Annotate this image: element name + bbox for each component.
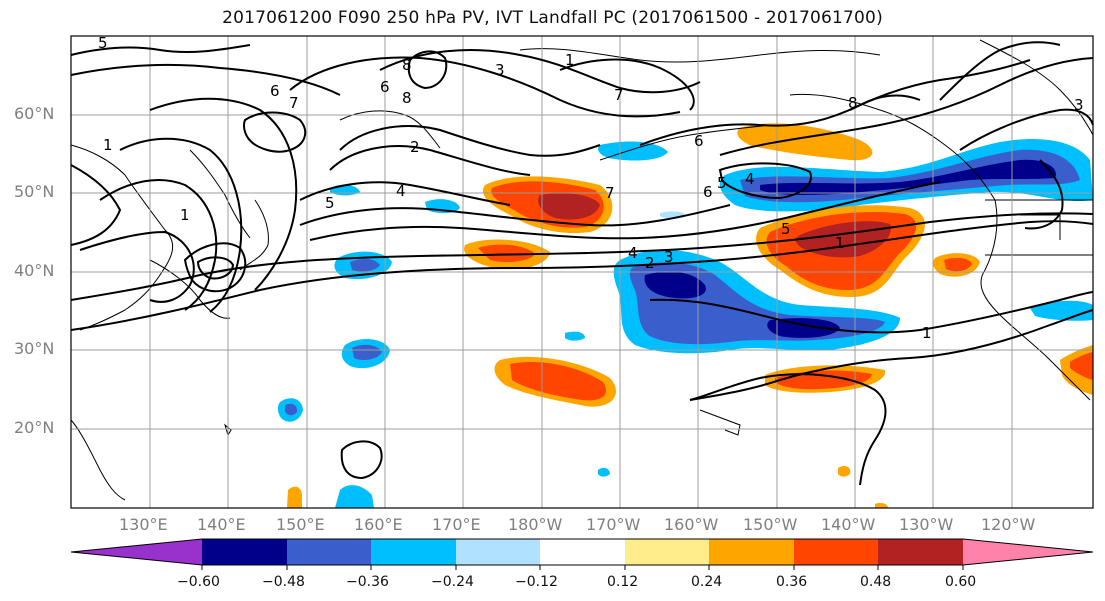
- contour-label: 4: [396, 182, 406, 200]
- contour-label: 3: [664, 248, 674, 266]
- contour-label: 5: [98, 34, 108, 52]
- colorbar-tick-label: 0.60: [945, 574, 977, 590]
- colorbar-tick-label: 0.24: [691, 574, 723, 590]
- colorbar-segment: [287, 539, 371, 565]
- colorbar-segment: [709, 539, 794, 565]
- colorbar-segment: [625, 539, 709, 565]
- lon-label: 130°E: [119, 515, 168, 534]
- contour-label: 5: [325, 194, 335, 212]
- lon-label: 140°W: [821, 515, 876, 534]
- contour-label: 1: [835, 234, 845, 252]
- colorbar-tick-label: 0.12: [607, 574, 639, 590]
- colorbar-extend-low: [71, 539, 202, 565]
- colorbar-tick-label: 0.48: [860, 574, 892, 590]
- lon-label: 150°E: [276, 515, 325, 534]
- lat-label-60n: 60°N: [14, 104, 55, 123]
- colorbar-segment: [540, 539, 625, 565]
- colorbar-tick-label: −0.48: [262, 574, 305, 590]
- colorbar-tick-label: −0.36: [346, 574, 389, 590]
- contour-label: 3: [1074, 96, 1084, 114]
- map-panel: 5 6 7 8 2 1 5 4 1 6 7 8 6 3 1 4 2 3 6 5 …: [70, 34, 1094, 509]
- contour-label: 6: [270, 82, 280, 100]
- lat-label-50n: 50°N: [14, 182, 55, 201]
- contour-label: 1: [103, 136, 113, 154]
- lon-label: 130°W: [899, 515, 954, 534]
- contour-label: 8: [402, 56, 412, 74]
- colorbar-segment: [456, 539, 540, 565]
- contour-labels: 5 6 7 8 2 1 5 4 1 6 7 8 6 3 1 4 2 3 6 5 …: [98, 34, 1084, 342]
- contour-label: 4: [628, 244, 638, 262]
- contour-label: 8: [848, 94, 858, 112]
- contour-label: 1: [922, 324, 932, 342]
- contour-label: 5: [717, 174, 727, 192]
- colorbar: [70, 538, 1094, 570]
- colorbar-tick-label: −0.60: [177, 574, 220, 590]
- lon-label: 170°E: [432, 515, 481, 534]
- colorbar-tick-label: 0.36: [776, 574, 808, 590]
- contour-label: 6: [703, 183, 713, 201]
- contour-label: 1: [180, 206, 190, 224]
- contour-label: 4: [745, 170, 755, 188]
- coastlines: [70, 39, 1094, 501]
- colorbar-segment: [878, 539, 963, 565]
- lon-label: 150°W: [743, 515, 798, 534]
- lon-label: 180°W: [508, 515, 563, 534]
- contour-label: 6: [380, 78, 390, 96]
- colorbar-segment: [202, 539, 287, 565]
- contour-label: 5: [781, 220, 791, 238]
- contour-label: 2: [645, 254, 655, 272]
- colorbar-extend-high: [963, 539, 1093, 565]
- pv-contours: [70, 41, 1094, 486]
- lon-label: 160°W: [664, 515, 719, 534]
- contour-label: 6: [694, 132, 704, 150]
- contour-label: 7: [605, 184, 615, 202]
- contour-label: 8: [402, 89, 412, 107]
- lon-label: 160°E: [354, 515, 403, 534]
- contour-label: 7: [614, 86, 624, 104]
- colorbar-tick-label: −0.24: [431, 574, 474, 590]
- lat-label-20n: 20°N: [14, 418, 55, 437]
- map-frame: [70, 35, 1094, 509]
- colorbar-segment: [794, 539, 878, 565]
- colorbar-segment: [371, 539, 456, 565]
- contour-label: 1: [565, 51, 575, 69]
- lon-label: 140°E: [197, 515, 246, 534]
- lon-label: 170°W: [586, 515, 641, 534]
- map-title: 2017061200 F090 250 hPa PV, IVT Landfall…: [222, 8, 883, 28]
- contour-label: 7: [289, 94, 299, 112]
- contour-label: 2: [410, 138, 420, 156]
- lat-label-30n: 30°N: [14, 339, 55, 358]
- lat-label-40n: 40°N: [14, 261, 55, 280]
- contour-label: 3: [495, 61, 505, 79]
- colorbar-tick-label: −0.12: [515, 574, 558, 590]
- lon-label: 120°W: [981, 515, 1036, 534]
